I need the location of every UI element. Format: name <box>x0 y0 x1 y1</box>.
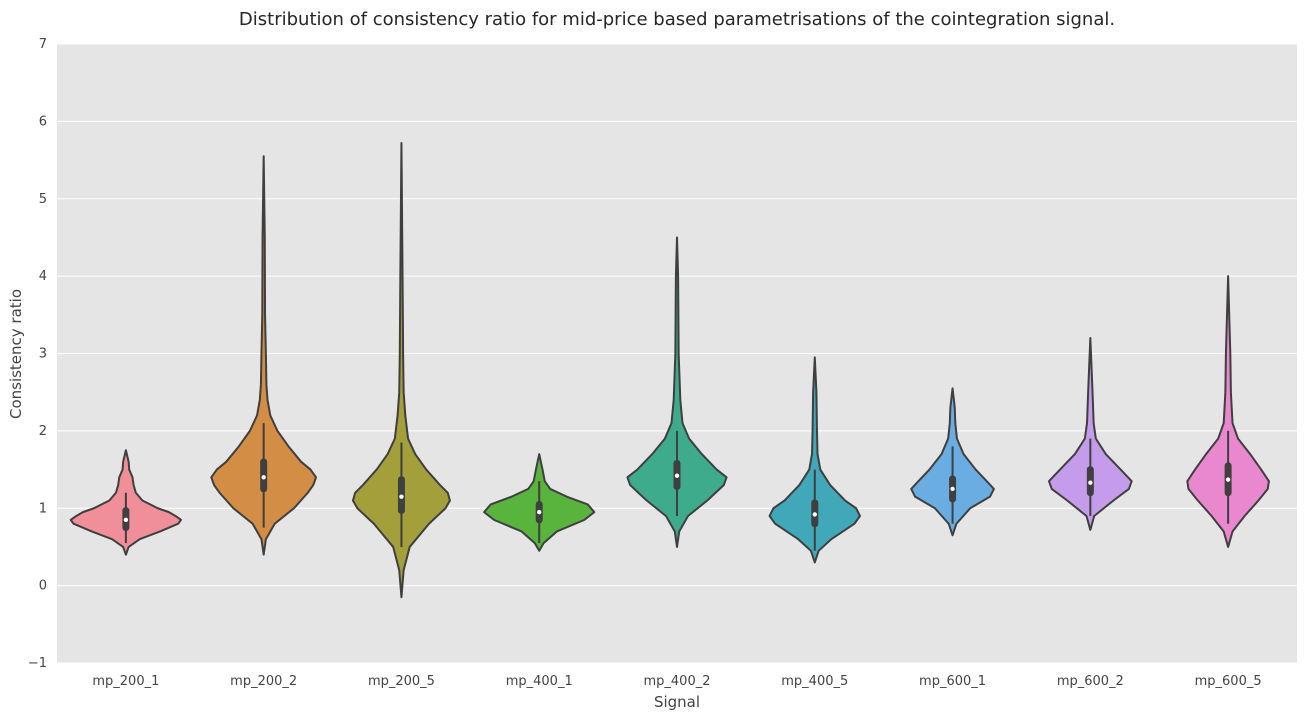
x-axis-label: Signal <box>654 693 700 711</box>
violin-body <box>768 356 861 564</box>
violin-mp_400_1 <box>483 453 596 552</box>
violin-median <box>812 512 817 517</box>
x-tick-label: mp_600_2 <box>1057 674 1124 689</box>
y-tick-label: 0 <box>39 579 47 594</box>
violin-mp_400_2 <box>626 236 728 548</box>
y-tick-label: 4 <box>39 269 47 284</box>
violin-mp_200_5 <box>351 142 451 599</box>
violin-median <box>1088 480 1093 485</box>
violin-body <box>1048 337 1133 531</box>
violin-body <box>626 236 728 548</box>
violin-body <box>351 142 451 599</box>
y-tick-label: 2 <box>39 424 47 439</box>
violin-mp_200_2 <box>210 155 318 556</box>
y-axis-label: Consistency ratio <box>7 289 25 419</box>
violin-median <box>950 486 955 492</box>
violin-median <box>123 517 129 523</box>
violin-body <box>210 155 318 556</box>
y-tick-label: 1 <box>39 501 47 516</box>
y-tick-labels: −1 0 1 2 3 4 5 6 7 <box>28 37 47 671</box>
violin-median <box>674 473 680 478</box>
y-tick-label: 6 <box>39 114 47 129</box>
x-tick-label: mp_200_2 <box>230 674 297 689</box>
violin-mp_400_5 <box>768 356 861 564</box>
y-tick-label: 3 <box>39 347 47 362</box>
violin-median <box>399 494 404 499</box>
chart-title: Distribution of consistency ratio for mi… <box>239 9 1115 30</box>
violin-mp_600_1 <box>910 387 995 537</box>
y-tick-label: 7 <box>39 37 47 52</box>
x-tick-label: mp_600_1 <box>919 674 986 689</box>
violin-mp_200_1 <box>69 449 182 556</box>
violin-mp_600_2 <box>1048 337 1133 531</box>
y-tick-label: 5 <box>39 192 47 207</box>
violin-median <box>1225 477 1231 482</box>
x-tick-label: mp_400_1 <box>506 674 573 689</box>
violin-median <box>537 509 542 515</box>
x-tick-label: mp_200_1 <box>92 674 159 689</box>
violin-mp_600_5 <box>1186 275 1270 548</box>
x-tick-label: mp_400_2 <box>644 674 711 689</box>
x-tick-label: mp_600_5 <box>1195 674 1262 689</box>
violin-median <box>261 475 266 480</box>
x-tick-label: mp_400_5 <box>781 674 848 689</box>
y-tick-label: −1 <box>28 656 47 671</box>
violins <box>69 142 1270 599</box>
violin-body <box>1186 275 1270 548</box>
x-tick-labels: mp_200_1 mp_200_2 mp_200_5 mp_400_1 mp_400_2… <box>92 674 1261 689</box>
x-tick-label: mp_200_5 <box>368 674 435 689</box>
